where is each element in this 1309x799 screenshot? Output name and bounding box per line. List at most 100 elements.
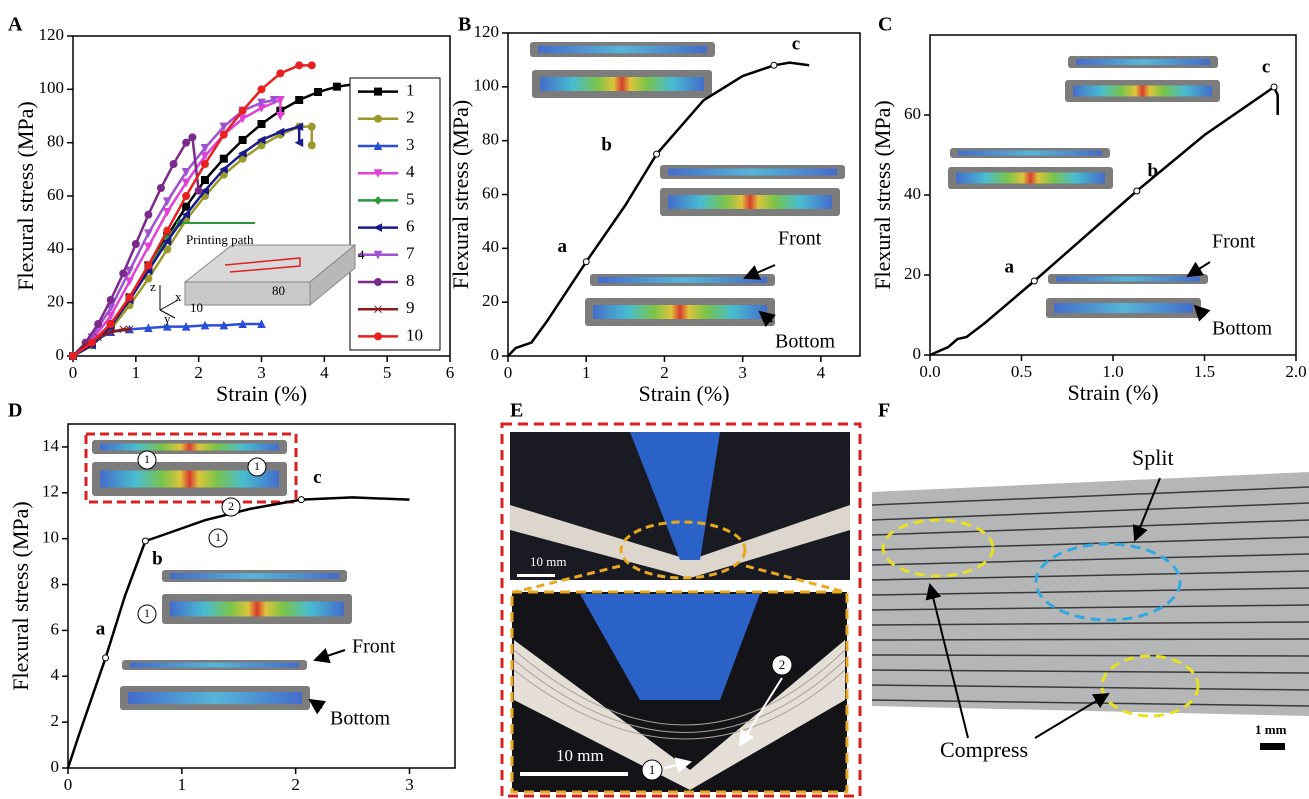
x-tick-label: 4	[817, 363, 826, 382]
y-tick-label: 0	[913, 344, 922, 363]
y-tick-label: 14	[42, 436, 60, 455]
legend-label: 8	[406, 271, 415, 290]
inset-image	[1056, 277, 1200, 282]
x-tick-label: 0	[69, 363, 78, 382]
y-tick-label: 40	[904, 184, 921, 203]
point-label: b	[1148, 160, 1159, 181]
annotation: Front	[778, 228, 822, 250]
annotation: Bottom	[775, 331, 835, 353]
y-tick-label: 10	[42, 528, 59, 547]
y-tick-label: 0	[56, 345, 65, 364]
y-tick-label: 20	[482, 291, 499, 310]
inset-image	[598, 277, 767, 283]
point-label: c	[1262, 56, 1270, 77]
marker	[164, 227, 171, 234]
marker	[201, 177, 208, 184]
inset-drawing	[185, 282, 310, 305]
point-label: c	[313, 467, 321, 488]
inset-image	[668, 169, 837, 176]
inset-image	[100, 444, 279, 451]
marker	[375, 88, 382, 95]
marker	[95, 321, 102, 328]
annotation: Bottom	[1212, 318, 1272, 340]
legend-label: 1	[406, 81, 415, 100]
y-axis-label: Flexural stress (MPa)	[448, 100, 473, 289]
x-tick-label: 1	[582, 363, 591, 382]
point-label: c	[792, 34, 800, 55]
marker	[145, 262, 152, 269]
annotation: y	[164, 311, 171, 326]
marker	[296, 97, 303, 104]
x-tick-label: 3	[257, 363, 266, 382]
marker	[183, 203, 190, 210]
inset-image	[1076, 59, 1210, 65]
legend-label: 7	[406, 244, 415, 263]
point-marker	[1134, 188, 1140, 194]
x-tick-label: 5	[383, 363, 392, 382]
marker	[277, 113, 284, 120]
inset-image	[538, 46, 707, 54]
y-tick-label: 12	[42, 482, 59, 501]
x-tick-label: 4	[320, 363, 329, 382]
x-axis-label: Strain (%)	[638, 381, 729, 406]
circled-label: 1	[649, 762, 656, 777]
marker	[333, 83, 340, 90]
scale-label: 10 mm	[556, 746, 604, 765]
scale-label: 10 mm	[530, 554, 566, 569]
y-tick-label: 8	[51, 573, 60, 592]
point-label: a	[557, 236, 567, 257]
y-tick-label: 100	[474, 76, 500, 95]
marker	[277, 70, 284, 77]
annotation: 80	[272, 283, 285, 298]
x-tick-label: 6	[446, 363, 455, 382]
inset-image	[958, 151, 1102, 156]
inset-image	[170, 573, 339, 579]
annotation: Front	[1212, 231, 1256, 253]
inset-image	[540, 77, 704, 91]
inset-image	[128, 692, 302, 704]
point-marker	[103, 655, 109, 661]
point-label: a	[1005, 256, 1015, 277]
point-marker	[298, 497, 304, 503]
x-tick-label: 0.0	[919, 362, 940, 381]
marker	[183, 139, 190, 146]
marker	[70, 353, 77, 360]
y-tick-label: 60	[47, 185, 64, 204]
marker	[258, 121, 265, 128]
marker	[201, 161, 208, 168]
panel-letter: E	[510, 400, 523, 422]
marker	[220, 155, 227, 162]
panel-letter: B	[458, 14, 471, 36]
y-tick-label: 20	[904, 264, 921, 283]
annotation: 1	[144, 606, 150, 620]
x-axis-label: Strain (%)	[216, 381, 307, 406]
arrow	[1188, 262, 1210, 276]
inset-image	[130, 663, 299, 668]
arrow	[315, 650, 345, 660]
marker	[132, 241, 139, 248]
y-tick-label: 120	[474, 22, 500, 41]
y-axis-label: Flexural stress (MPa)	[8, 501, 33, 690]
legend-label: 4	[406, 162, 415, 181]
point-marker	[583, 259, 589, 265]
panel: 01234020406080100120Strain (%)Flexural s…	[448, 14, 860, 406]
marker	[145, 211, 152, 218]
point-label: a	[96, 618, 106, 639]
y-tick-label: 40	[482, 237, 499, 256]
marker	[308, 62, 315, 69]
x-tick-label: 0.5	[1011, 362, 1032, 381]
annotation: Bottom	[330, 708, 390, 730]
annotation: 10	[190, 300, 203, 315]
x-tick-label: 1	[178, 775, 187, 794]
marker	[375, 279, 382, 286]
y-tick-label: 4	[51, 665, 60, 684]
legend-label: 10	[406, 325, 423, 344]
annotation: Front	[352, 636, 396, 658]
annotation: z	[150, 279, 156, 294]
marker	[189, 134, 196, 141]
y-axis-label: Flexural stress (MPa)	[870, 100, 895, 289]
y-tick-label: 80	[482, 130, 499, 149]
annotation: Printing path	[186, 232, 254, 247]
inset-image	[956, 173, 1105, 184]
